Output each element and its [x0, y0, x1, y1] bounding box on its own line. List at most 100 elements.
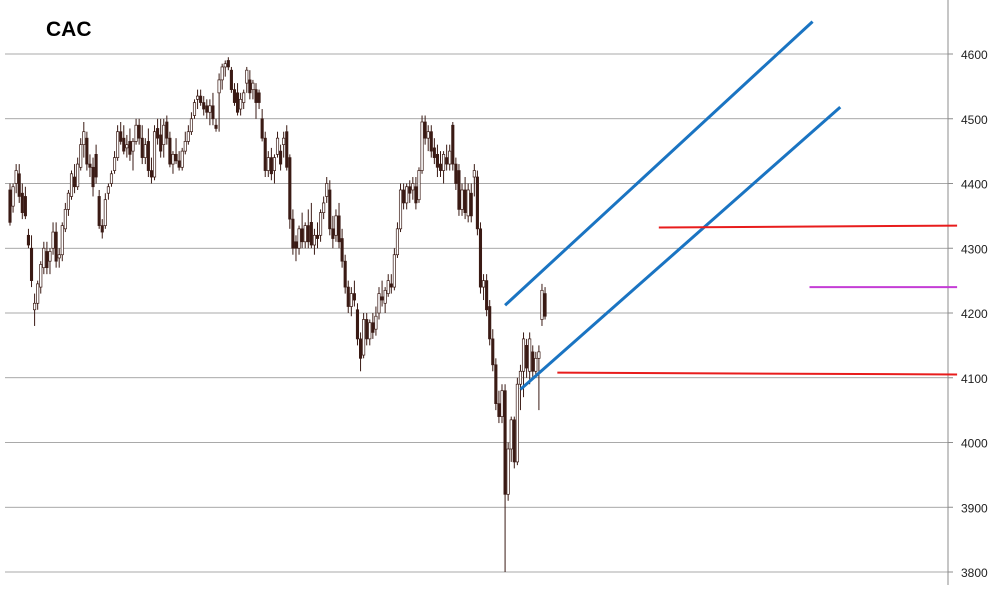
candle-body-down	[309, 222, 313, 246]
candle-body-down	[236, 92, 240, 113]
candle-body-up	[48, 251, 52, 262]
candle-body-up	[528, 338, 532, 372]
candle-body-up	[76, 163, 80, 188]
candle-body-down	[454, 163, 458, 184]
candle-body-down	[128, 141, 132, 155]
candle-body-up	[79, 144, 83, 168]
candle-body-up	[297, 228, 301, 249]
candle-body-up	[362, 319, 366, 356]
candle-body-up	[208, 105, 212, 113]
candle-body-down	[380, 296, 384, 301]
candle-body-up	[303, 225, 307, 243]
candle-body-up	[540, 289, 544, 320]
candle-body-down	[17, 173, 21, 197]
candle-body-down	[432, 147, 436, 158]
candle-body-down	[122, 137, 126, 152]
candle-body-down	[20, 192, 24, 213]
candle-body-up	[66, 192, 70, 210]
candle-body-down	[355, 309, 360, 340]
candle-body-up	[42, 247, 46, 269]
candle-body-up	[33, 302, 37, 311]
candle-body-up	[377, 293, 381, 314]
candle-body-down	[85, 137, 89, 165]
candle-body-down	[291, 218, 295, 249]
candle-body-down	[26, 234, 31, 246]
candle-body-up	[518, 370, 523, 385]
y-axis-tick-label: 4600	[961, 48, 988, 62]
candle-body-up	[125, 144, 129, 149]
candle-body-down	[269, 157, 273, 175]
candle-body-down	[337, 215, 341, 243]
candle-body-down	[478, 228, 483, 288]
candle-body-up	[534, 357, 538, 372]
candle-body-down	[8, 189, 12, 223]
candle-body-down	[174, 154, 178, 162]
candle-body-up	[506, 448, 510, 495]
candle-body-down	[343, 260, 347, 288]
candle-body-up	[398, 189, 403, 230]
candle-body-down	[288, 157, 292, 220]
candle-body-down	[73, 176, 77, 188]
candle-body-down	[23, 196, 27, 217]
candle-body-up	[521, 338, 526, 372]
candle-body-up	[482, 280, 486, 288]
candle-body-down	[54, 231, 58, 262]
candle-body-up	[217, 79, 221, 94]
candle-body-down	[328, 189, 332, 230]
candle-body-down	[365, 319, 369, 340]
y-axis-tick-label: 4200	[961, 307, 988, 321]
candle-body-down	[408, 186, 412, 194]
candle-body-up	[192, 102, 197, 116]
y-axis-tick-label: 3900	[961, 501, 988, 515]
candle-body-down	[435, 154, 439, 168]
candle-body-up	[143, 144, 147, 158]
candle-body-up	[112, 157, 117, 171]
candle-body-up	[472, 170, 476, 178]
candle-body-down	[469, 192, 473, 217]
y-axis-tick-label: 4500	[961, 113, 988, 127]
candle-body-up	[500, 390, 504, 417]
candle-body-down	[97, 196, 101, 226]
candle-body-up	[134, 124, 138, 142]
candle-body-down	[512, 419, 516, 463]
annotation-line-1	[504, 20, 814, 307]
candle-body-up	[162, 124, 166, 145]
candle-body-down	[414, 186, 418, 204]
candle-body-up	[405, 186, 409, 204]
candle-body-down	[429, 131, 433, 152]
candle-body-down	[525, 345, 529, 369]
candle-body-up	[180, 150, 184, 168]
candle-body-up	[103, 199, 107, 226]
candle-body-up	[152, 131, 157, 178]
candle-body-up	[466, 189, 470, 217]
candle-body-down	[445, 157, 449, 165]
candle-body-down	[346, 286, 350, 307]
candle-body-down	[331, 228, 335, 239]
candle-body-up	[69, 173, 74, 197]
y-axis-tick-label: 4300	[961, 242, 988, 256]
candle-body-up	[426, 131, 430, 139]
candle-body-down	[149, 170, 154, 178]
candle-body-up	[63, 209, 67, 230]
candle-body-down	[165, 121, 169, 139]
candle-body-up	[251, 82, 255, 90]
annotation-line-4	[557, 371, 958, 376]
candle-body-down	[211, 105, 215, 120]
candle-body-down	[226, 60, 230, 68]
candle-body-up	[275, 137, 280, 155]
candle-body-down	[300, 228, 304, 243]
candle-body-down	[263, 137, 267, 171]
candle-body-up	[186, 131, 190, 142]
candle-body-down	[491, 338, 495, 366]
candle-body-down	[232, 89, 237, 103]
candle-body-down	[475, 176, 479, 230]
chart-title: CAC	[46, 18, 92, 41]
candle-body-down	[202, 102, 206, 110]
candle-body-up	[189, 118, 193, 133]
candle-body-down	[45, 251, 49, 269]
candle-body-up	[460, 189, 464, 210]
candle-body-up	[60, 225, 64, 256]
candle-body-down	[402, 189, 406, 204]
